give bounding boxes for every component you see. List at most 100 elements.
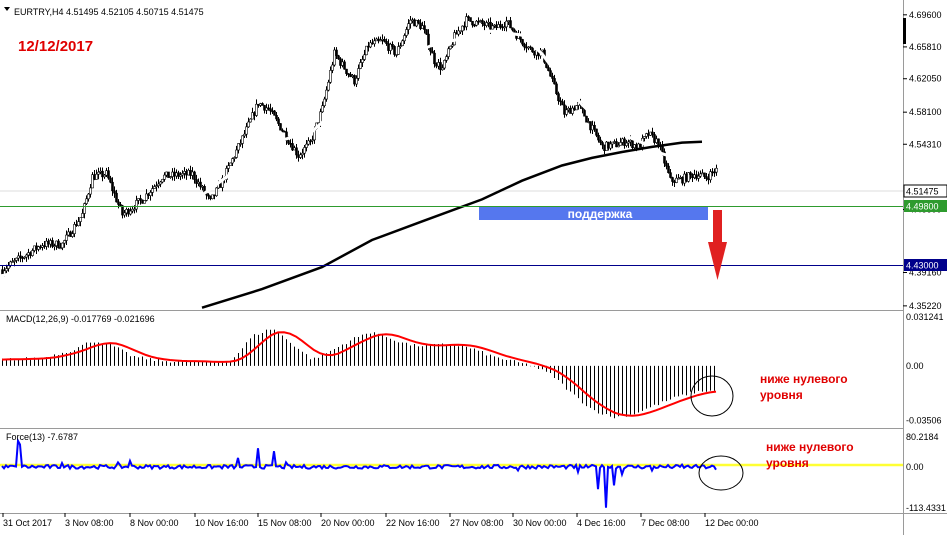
candle-body: [79, 217, 82, 222]
candle-body: [425, 29, 428, 35]
candle-body: [447, 48, 450, 57]
force-annotation-line2: уровня: [766, 456, 809, 470]
candle-body: [327, 81, 330, 91]
candle-body: [423, 25, 426, 30]
candle-body: [199, 181, 202, 188]
time-tick-label: 8 Nov 00:00: [130, 518, 179, 528]
candle-body: [585, 115, 588, 123]
candle-body: [615, 141, 618, 148]
candle-body: [609, 143, 612, 149]
candle-body: [239, 143, 242, 145]
candle-body: [667, 165, 670, 173]
candle-body: [329, 70, 332, 83]
candle-body: [115, 192, 118, 203]
candle-body: [181, 173, 184, 176]
candle-body: [571, 107, 574, 114]
candle-body: [279, 123, 282, 131]
candle-body: [145, 193, 148, 201]
candle-body: [25, 254, 28, 258]
candle-body: [101, 170, 104, 178]
candle-body: [227, 165, 230, 169]
candle-body: [121, 205, 124, 216]
time-tick-label: 22 Nov 16:00: [386, 518, 440, 528]
candle-body: [31, 250, 34, 256]
candle-body: [237, 143, 240, 151]
candle-body: [555, 83, 558, 94]
moving-average-slow-line: [201, 140, 703, 309]
candle-body: [457, 30, 460, 35]
candle-body: [503, 26, 506, 29]
macd-annotation-line2: уровня: [760, 388, 803, 402]
candle-body: [267, 107, 270, 110]
candle-body: [111, 181, 114, 192]
candle-body: [365, 45, 368, 56]
candle-body: [553, 78, 556, 85]
candle-body: [305, 143, 308, 148]
candle-body: [405, 29, 408, 36]
force-label: Force(13) -7.6787: [6, 432, 78, 442]
time-tick-label: 20 Nov 00:00: [321, 518, 375, 528]
candle-body: [23, 256, 26, 259]
candle-body: [71, 233, 74, 237]
candle-body: [689, 172, 692, 175]
candle-body: [141, 199, 144, 204]
candle-body: [431, 50, 434, 54]
candle-body: [583, 108, 586, 117]
candle-body: [95, 173, 98, 180]
candle-body: [169, 176, 172, 178]
candle-body: [125, 209, 128, 214]
candle-body: [123, 212, 126, 216]
candle-body: [143, 200, 146, 204]
candle-body: [219, 183, 222, 188]
candle-body: [105, 170, 108, 176]
candle-body: [643, 136, 646, 139]
candle-body: [309, 140, 312, 143]
candle-body: [251, 112, 254, 120]
candlesticks: [1, 13, 718, 277]
candle-body: [57, 240, 60, 249]
candle-body: [245, 126, 248, 135]
candle-body: [395, 54, 398, 56]
candle-body: [303, 147, 306, 154]
candle-body: [469, 17, 472, 22]
price-tick-label: 4.54310: [909, 139, 942, 149]
support-price-tag: 4.49800: [904, 200, 947, 212]
candle-body: [247, 121, 250, 128]
candle-body: [171, 171, 174, 177]
candle-body: [151, 188, 154, 193]
candle-body: [81, 213, 84, 218]
candle-body: [299, 154, 302, 158]
candle-body: [439, 62, 442, 71]
candle-body: [407, 23, 410, 30]
candle-body: [687, 172, 690, 182]
candle-body: [161, 179, 164, 183]
candle-body: [363, 54, 366, 60]
candle-body: [5, 268, 8, 272]
price-tick-label: 4.58100: [909, 107, 942, 117]
candle-body: [85, 198, 88, 204]
candle-body: [623, 138, 626, 146]
candle-body: [485, 22, 488, 26]
svg-text:4.49800: 4.49800: [906, 202, 939, 212]
candle-body: [617, 145, 620, 148]
force-index-line: [1, 437, 717, 508]
candle-body: [433, 52, 436, 65]
macd-highlight-circle: [690, 375, 734, 417]
candle-body: [445, 56, 448, 61]
candle-body: [671, 177, 674, 182]
candle-body: [619, 142, 622, 146]
candle-body: [67, 231, 70, 236]
force-highlight-circle: [698, 455, 744, 491]
macd-tick-label: -0.03506: [906, 416, 942, 426]
candle-body: [155, 185, 158, 187]
candle-body: [325, 89, 328, 100]
candle-body: [627, 141, 630, 144]
candle-body: [389, 43, 392, 51]
candle-body: [557, 93, 560, 102]
candle-body: [597, 134, 600, 141]
candle-body: [443, 60, 446, 69]
candle-body: [147, 193, 150, 196]
candle-body: [513, 29, 516, 34]
candle-body: [547, 67, 550, 71]
candle-body: [319, 111, 322, 123]
